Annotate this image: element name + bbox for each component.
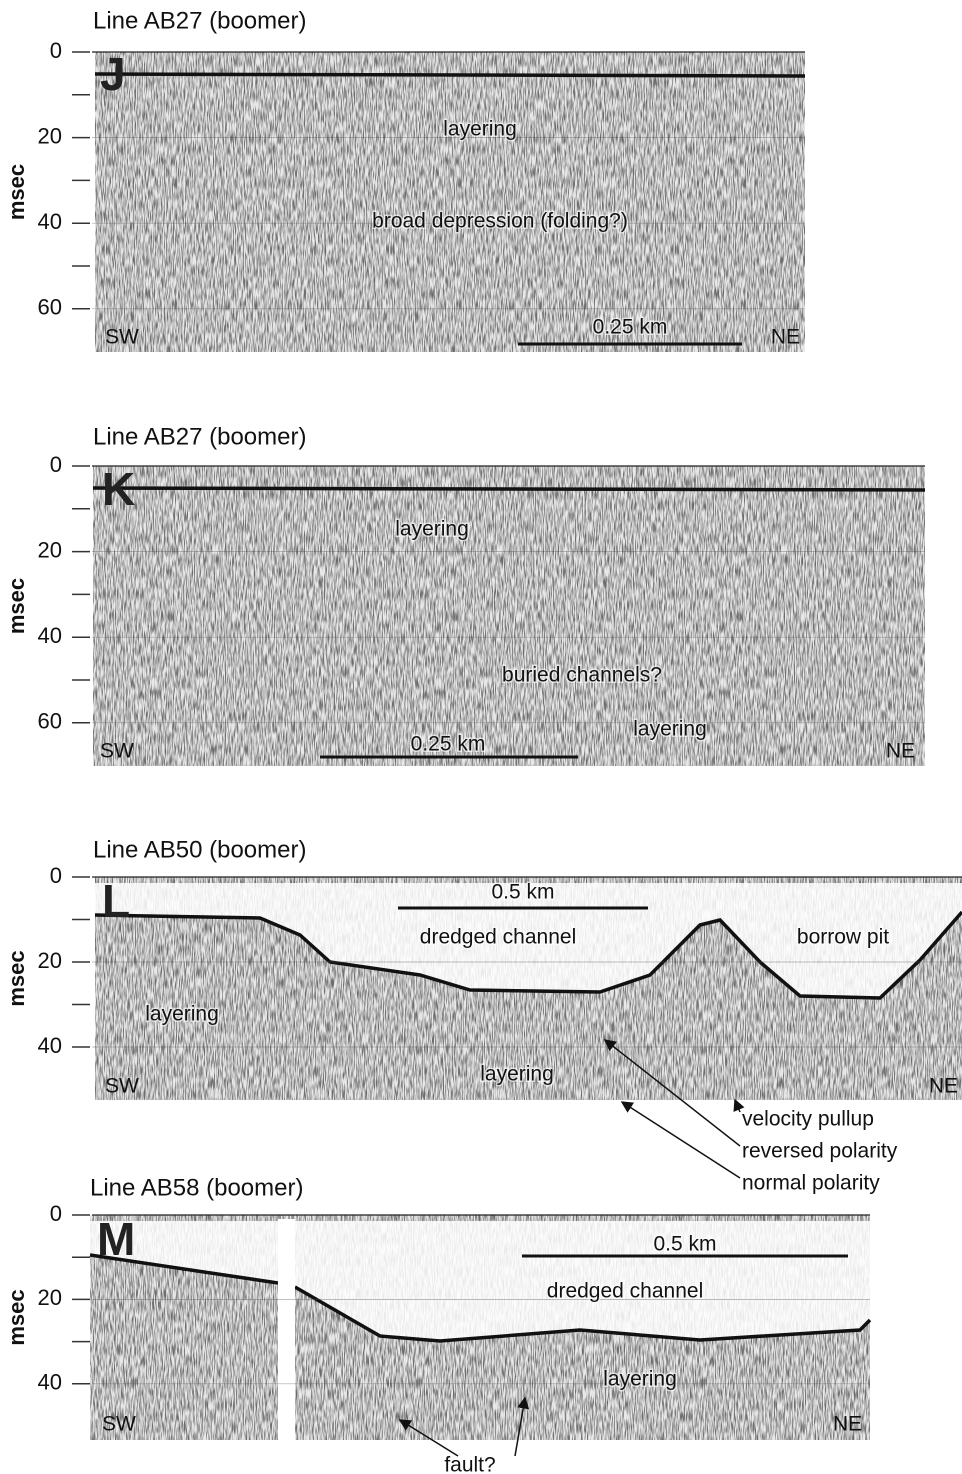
annotation: layering <box>633 718 707 741</box>
panel-title: Line AB50 (boomer) <box>93 836 306 863</box>
annotation: velocity pullup <box>742 1108 874 1131</box>
seismic-panel: 0 20 40 60 msec Line AB27 (boomer) K SW NE 0.25 k… <box>4 423 926 766</box>
panel-letter: J <box>100 48 126 100</box>
annotation: dredged channel <box>420 926 576 949</box>
seafloor <box>94 72 806 78</box>
annotation: layering <box>603 1368 677 1391</box>
seafloor <box>94 910 962 1000</box>
direction-label: NE <box>929 1075 958 1098</box>
pointer-arrow <box>620 1101 741 1179</box>
tick-label: 0 <box>50 38 62 63</box>
seafloor <box>89 1253 279 1285</box>
annotation: layering <box>443 118 517 141</box>
pointer-arrow <box>398 1419 459 1457</box>
panel-title: Line AB58 (boomer) <box>90 1174 303 1201</box>
direction-label: NE <box>771 326 800 349</box>
tick-label: 0 <box>50 452 62 477</box>
tick-label: 60 <box>38 295 62 320</box>
seismic-panel: 0 20 40 msec Line AB50 (boomer) L SW NE 0.5 km dr… <box>4 836 962 1196</box>
annotation: normal polarity <box>742 1172 880 1195</box>
tick-label: 0 <box>50 1201 62 1226</box>
seismic-panel: 0 20 40 60 msec Line AB27 (boomer) J SW NE 0.25 k… <box>4 7 806 352</box>
annotation: reversed polarity <box>742 1140 898 1163</box>
data-gap <box>278 1219 295 1444</box>
annotation: broad depression (folding?) <box>372 210 628 233</box>
scale-bar-label: 0.25 km <box>593 316 668 339</box>
tick-label: 40 <box>38 623 62 648</box>
panel-letter: K <box>102 463 135 515</box>
axis-label: msec <box>4 950 29 1006</box>
direction-label: SW <box>105 326 139 349</box>
seismic-noise <box>95 52 805 352</box>
annotation: dredged channel <box>547 1280 703 1303</box>
annotation: layering <box>145 1003 219 1026</box>
direction-label: NE <box>833 1413 862 1436</box>
direction-label: SW <box>105 1075 139 1098</box>
pointer-arrow <box>514 1396 530 1457</box>
tick-label: 0 <box>50 863 62 888</box>
tick-label: 40 <box>38 1033 62 1058</box>
water-column <box>95 883 962 998</box>
pointer-arrow <box>733 1098 745 1113</box>
direction-label: SW <box>102 1413 136 1436</box>
scale-bar-label: 0.5 km <box>653 1233 716 1256</box>
pointer-arrow <box>603 1039 741 1147</box>
axis-label: msec <box>4 164 29 220</box>
annotation: buried channels? <box>502 664 662 687</box>
tick-label: 20 <box>38 1285 62 1310</box>
panel-title: Line AB27 (boomer) <box>93 423 306 450</box>
annotation: layering <box>480 1063 554 1086</box>
seafloor <box>92 486 926 492</box>
seismic-panel: 0 20 40 msec Line AB58 (boomer) M SW NE 0.5 km dr… <box>4 1174 872 1474</box>
seismic-noise <box>93 466 925 766</box>
seafloor <box>294 1285 872 1343</box>
axis-label: msec <box>4 578 29 634</box>
annotation: fault? <box>444 1454 495 1474</box>
annotation: layering <box>395 518 469 541</box>
axis-label: msec <box>4 1289 29 1345</box>
panel-letter: M <box>97 1213 135 1265</box>
scale-bar-label: 0.5 km <box>491 881 554 904</box>
panel-title: Line AB27 (boomer) <box>93 7 306 34</box>
tick-label: 60 <box>38 709 62 734</box>
tick-label: 20 <box>38 948 62 973</box>
direction-label: SW <box>100 740 134 763</box>
tick-label: 20 <box>38 123 62 148</box>
tick-label: 40 <box>38 209 62 234</box>
scale-bar-label: 0.25 km <box>411 733 486 756</box>
tick-label: 40 <box>38 1370 62 1395</box>
annotation: borrow pit <box>797 926 889 949</box>
tick-label: 20 <box>38 537 62 562</box>
panel-letter: L <box>102 875 130 927</box>
direction-label: NE <box>886 740 915 763</box>
